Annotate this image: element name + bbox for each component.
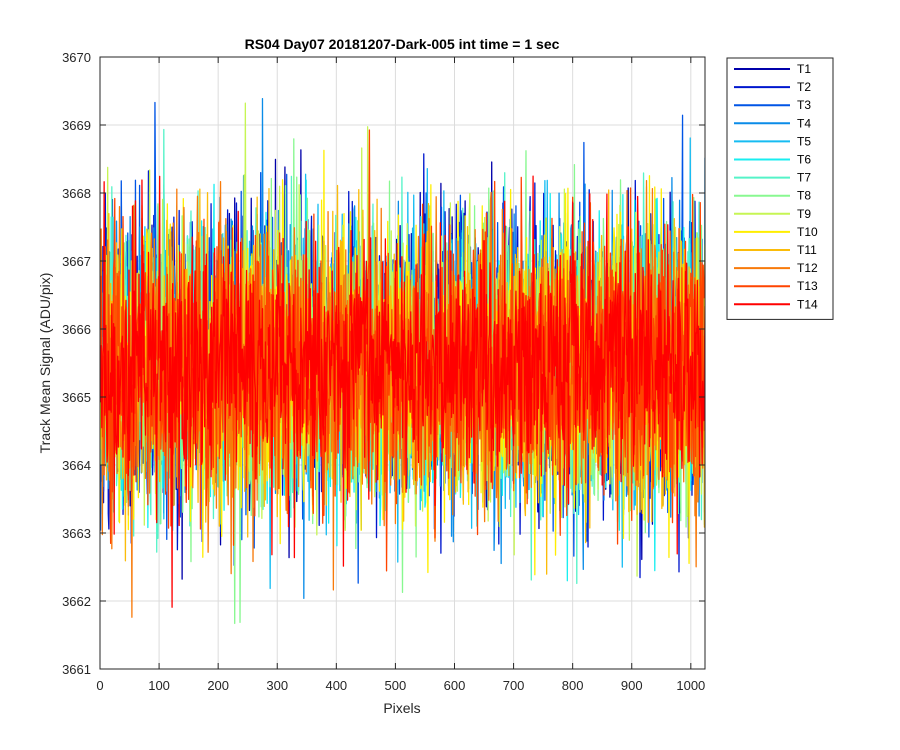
x-axis-label: Pixels: [383, 700, 420, 716]
legend-label-t9: T9: [797, 207, 811, 221]
x-tick-label: 600: [444, 678, 466, 693]
legend-label-t12: T12: [797, 261, 818, 275]
x-tick-label: 700: [503, 678, 525, 693]
series-line-t14: [100, 175, 705, 608]
series-lines: [100, 98, 705, 625]
x-tick-label: 1000: [676, 678, 705, 693]
axis-ticks: 0 100 200 300 400 500 600 700 800 900 1000 3661 3662…: [62, 50, 705, 693]
x-tick-label: 200: [207, 678, 229, 693]
legend-label-t1: T1: [797, 62, 811, 76]
legend-label-t4: T4: [797, 116, 811, 130]
y-axis-label: Track Mean Signal (ADU/pix): [37, 273, 53, 454]
legend: T1 T2 T3 T4 T5 T6 T7 T8 T9 T10 T11 T12 T13 T14: [726, 57, 834, 320]
x-tick-label: 900: [621, 678, 643, 693]
x-tick-label: 300: [266, 678, 288, 693]
y-tick-label: 3662: [62, 594, 91, 609]
legend-label-t14: T14: [797, 297, 818, 311]
legend-label-t3: T3: [797, 98, 811, 112]
legend-label-t8: T8: [797, 189, 811, 203]
legend-label-t11: T11: [797, 243, 817, 257]
plot-frame: [99, 56, 706, 670]
chart-title: RS04 Day07 20181207-Dark-005 int time = …: [245, 36, 560, 52]
y-tick-label: 3661: [62, 662, 91, 677]
legend-box: [726, 57, 834, 320]
y-tick-label: 3670: [62, 50, 91, 65]
x-tick-label: 0: [96, 678, 103, 693]
x-tick-label: 800: [562, 678, 584, 693]
y-tick-label: 3669: [62, 118, 91, 133]
y-tick-label: 3663: [62, 526, 91, 541]
legend-label-t5: T5: [797, 134, 811, 148]
y-tick-label: 3664: [62, 458, 91, 473]
y-tick-label: 3666: [62, 322, 91, 337]
legend-label-t2: T2: [797, 80, 811, 94]
x-tick-label: 500: [385, 678, 407, 693]
legend-label-t6: T6: [797, 153, 811, 167]
legend-label-t7: T7: [797, 171, 811, 185]
x-tick-label: 100: [148, 678, 170, 693]
y-tick-label: 3667: [62, 254, 91, 269]
x-tick-label: 400: [325, 678, 347, 693]
y-tick-label: 3665: [62, 390, 91, 405]
y-tick-label: 3668: [62, 186, 91, 201]
legend-label-t10: T10: [797, 225, 818, 239]
legend-label-t13: T13: [797, 279, 818, 293]
